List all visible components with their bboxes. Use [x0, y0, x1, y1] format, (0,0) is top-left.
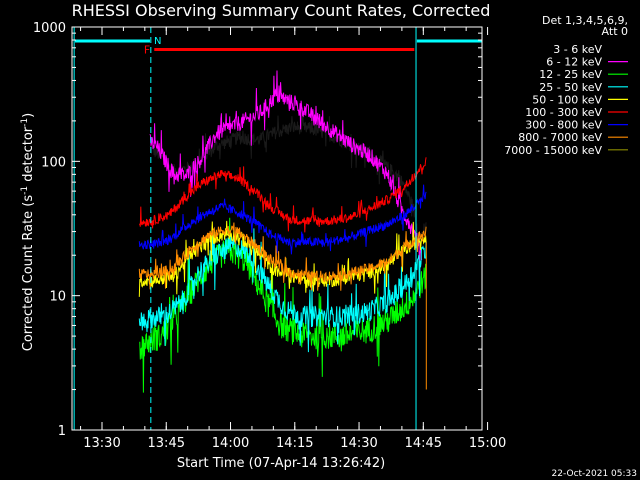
y-tick-label: 1000 [33, 21, 66, 36]
chart-title: RHESSI Observing Summary Count Rates, Co… [72, 1, 491, 20]
y-tick-label: 1 [58, 424, 66, 439]
saa-label: N [154, 36, 161, 47]
series-line-6 [138, 157, 427, 233]
y-tick-label: 100 [41, 155, 66, 170]
flare-label: F [144, 43, 150, 56]
legend-label: 25 - 50 keV [539, 81, 602, 94]
legend-label: 100 - 300 keV [525, 106, 602, 119]
series-line-7 [138, 184, 427, 255]
series-line-4 [138, 228, 427, 353]
x-tick-label: 14:30 [340, 436, 377, 451]
y-tick-label: 10 [49, 290, 66, 305]
legend-label: 7000 - 15000 keV [504, 144, 602, 157]
legend-label: 12 - 25 keV [539, 68, 602, 81]
x-tick-label: 14:45 [405, 436, 442, 451]
legend-label: 300 - 800 keV [525, 119, 602, 132]
legend-header: Att 0 [602, 25, 628, 38]
plot-frame [71, 26, 483, 431]
series-line-2 [149, 70, 423, 273]
axes-layer: 13:30 13:45 14:00 14:15 14:30 14:45 15:00 1 10 10… [33, 21, 506, 451]
legend-label: 50 - 100 keV [532, 93, 602, 106]
legend-label: 3 - 6 keV [553, 43, 602, 56]
x-tick-label: 14:00 [212, 436, 249, 451]
legend-header: Det 1,3,4,5,6,9, [542, 14, 628, 27]
annotation-layer: FN [73, 27, 483, 430]
x-tick-label: 15:00 [469, 436, 506, 451]
x-tick-label: 13:30 [83, 436, 120, 451]
legend-label: 6 - 12 keV [546, 56, 602, 69]
generation-timestamp: 22-Oct-2021 05:33 [552, 469, 637, 479]
x-tick-label: 13:45 [148, 436, 185, 451]
legend-label: 800 - 7000 keV [518, 131, 602, 144]
series-line-3 [139, 217, 427, 393]
y-axis-label: Corrected Count Rate (s-1 detector-1) [20, 113, 36, 351]
series-layer [138, 70, 427, 393]
series-line-8 [138, 222, 427, 291]
x-tick-label: 14:15 [276, 436, 313, 451]
x-axis-label: Start Time (07-Apr-14 13:26:42) [177, 456, 385, 471]
